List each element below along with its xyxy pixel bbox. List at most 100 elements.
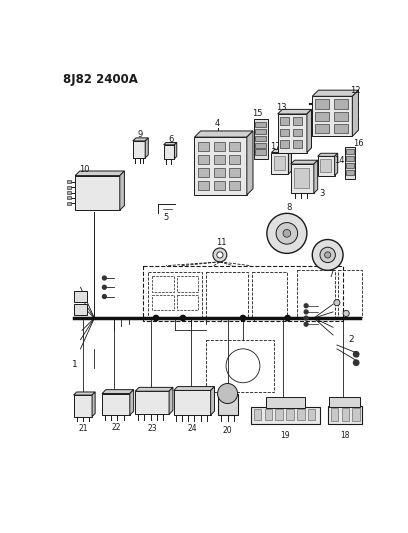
Text: 8: 8: [286, 204, 292, 213]
Polygon shape: [277, 109, 312, 114]
Bar: [67, 180, 71, 183]
Circle shape: [102, 276, 106, 280]
Bar: [75, 175, 120, 210]
Polygon shape: [175, 142, 177, 159]
Polygon shape: [75, 171, 124, 175]
Bar: [315, 124, 329, 133]
Bar: [315, 112, 329, 121]
Bar: [214, 142, 224, 151]
Circle shape: [304, 310, 308, 314]
Bar: [315, 99, 329, 109]
Bar: [346, 156, 354, 161]
Text: 9: 9: [138, 130, 143, 139]
Polygon shape: [288, 149, 291, 174]
Text: 22: 22: [111, 423, 121, 432]
Bar: [198, 142, 209, 151]
Polygon shape: [318, 154, 338, 156]
Bar: [133, 141, 145, 158]
Bar: [73, 304, 87, 315]
Bar: [334, 99, 348, 109]
Circle shape: [343, 310, 349, 317]
Circle shape: [213, 248, 227, 262]
Bar: [312, 96, 353, 136]
Bar: [214, 168, 224, 177]
Bar: [341, 408, 349, 421]
Bar: [346, 170, 354, 175]
Polygon shape: [169, 387, 173, 414]
Bar: [152, 277, 174, 292]
Polygon shape: [133, 138, 148, 141]
Bar: [73, 291, 87, 302]
Bar: [217, 393, 237, 415]
Circle shape: [312, 239, 343, 270]
Bar: [148, 272, 202, 317]
Bar: [339, 270, 361, 317]
Circle shape: [285, 316, 290, 321]
Text: 6: 6: [169, 135, 174, 144]
Text: 15: 15: [253, 109, 263, 118]
Text: 10: 10: [79, 165, 89, 174]
Circle shape: [304, 304, 308, 308]
Bar: [229, 168, 240, 177]
Polygon shape: [145, 138, 148, 158]
Bar: [177, 295, 198, 310]
Polygon shape: [314, 160, 318, 193]
Polygon shape: [164, 142, 177, 145]
Text: 13: 13: [276, 103, 287, 112]
Circle shape: [267, 213, 307, 253]
Bar: [277, 114, 307, 152]
Bar: [255, 128, 266, 134]
Bar: [280, 140, 289, 148]
Circle shape: [102, 295, 106, 298]
Bar: [67, 191, 71, 194]
Bar: [331, 408, 339, 421]
Text: 21: 21: [78, 424, 88, 433]
Polygon shape: [335, 154, 338, 175]
Bar: [274, 156, 284, 170]
Text: 17: 17: [270, 142, 281, 151]
Text: 5: 5: [163, 213, 169, 222]
Polygon shape: [353, 90, 359, 136]
Bar: [177, 277, 198, 292]
Polygon shape: [291, 160, 318, 164]
Bar: [251, 407, 320, 424]
Bar: [198, 181, 209, 190]
Text: 24: 24: [187, 424, 197, 433]
Text: 4: 4: [215, 119, 220, 128]
Circle shape: [217, 384, 237, 403]
Bar: [329, 397, 360, 407]
Bar: [320, 159, 331, 172]
Bar: [195, 137, 247, 195]
Text: 11: 11: [216, 238, 227, 247]
Bar: [286, 409, 294, 421]
Bar: [67, 202, 71, 205]
Bar: [229, 142, 240, 151]
Bar: [346, 149, 354, 154]
Bar: [198, 168, 209, 177]
Bar: [206, 340, 274, 392]
Bar: [271, 152, 288, 174]
Polygon shape: [312, 90, 359, 96]
Circle shape: [353, 352, 359, 357]
Circle shape: [325, 252, 331, 258]
Text: 12: 12: [350, 86, 361, 95]
Bar: [255, 149, 266, 155]
Circle shape: [217, 252, 223, 258]
Bar: [67, 185, 71, 189]
Bar: [280, 117, 289, 125]
Bar: [206, 272, 248, 317]
Text: 23: 23: [147, 424, 157, 433]
Bar: [255, 135, 266, 141]
Bar: [252, 272, 287, 317]
Bar: [214, 155, 224, 164]
Polygon shape: [135, 387, 173, 391]
Bar: [152, 295, 174, 310]
Text: 18: 18: [340, 431, 349, 440]
Polygon shape: [174, 386, 215, 391]
Circle shape: [320, 247, 335, 263]
Circle shape: [240, 316, 246, 321]
Bar: [275, 409, 283, 421]
Text: 20: 20: [223, 426, 233, 435]
Circle shape: [180, 316, 186, 321]
Bar: [135, 391, 169, 414]
